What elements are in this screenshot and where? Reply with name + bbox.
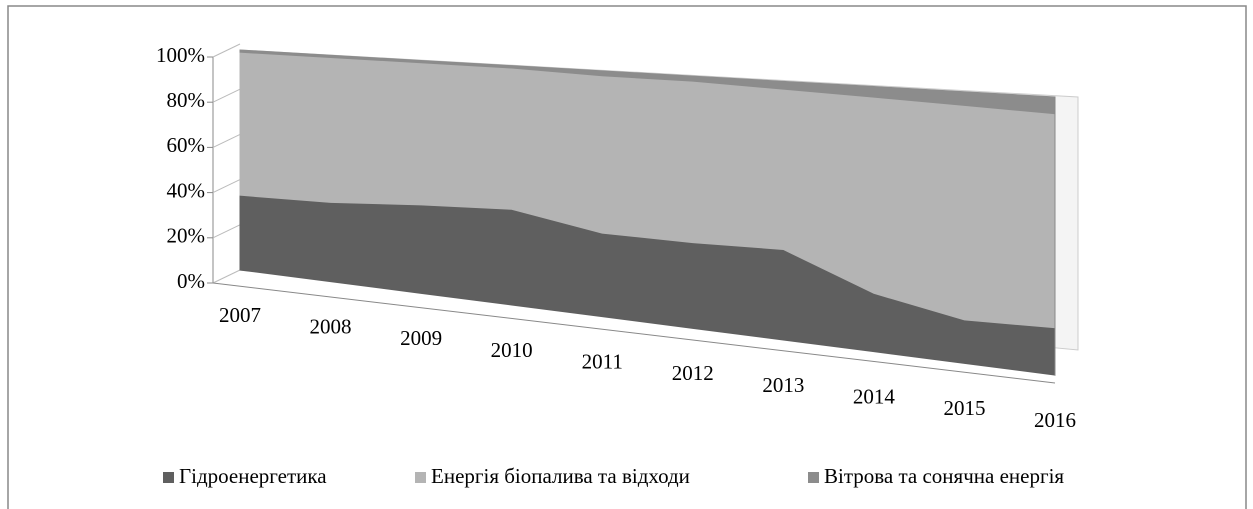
x-tick-label: 2013	[762, 373, 804, 397]
legend-swatch	[163, 472, 174, 483]
x-tick-label: 2009	[400, 326, 442, 350]
depth-line	[212, 179, 241, 194]
depth-line	[212, 88, 241, 103]
y-tick-label: 40%	[167, 178, 206, 202]
depth-line	[212, 224, 241, 239]
x-tick-label: 2012	[672, 361, 714, 385]
legend-label: Вітрова та сонячна енергія	[824, 464, 1064, 488]
legend-label: Гідроенергетика	[179, 464, 327, 488]
y-tick-label: 80%	[167, 88, 206, 112]
legend-swatch	[415, 472, 426, 483]
x-tick-label: 2011	[582, 349, 623, 373]
x-tick-label: 2008	[310, 314, 352, 338]
x-tick-label: 2007	[219, 303, 261, 327]
x-axis	[212, 282, 1056, 384]
y-tick-label: 0%	[177, 269, 205, 293]
y-tick-label: 60%	[167, 133, 206, 157]
y-tick-label: 100%	[156, 43, 205, 67]
x-tick-label: 2014	[853, 384, 896, 408]
depth-line	[212, 269, 241, 284]
x-tick-label: 2016	[1034, 408, 1076, 432]
depth-line	[212, 43, 241, 58]
y-tick-label: 20%	[167, 224, 206, 248]
depth-line	[212, 133, 241, 148]
x-tick-label: 2015	[943, 396, 985, 420]
legend-label: Енергія біопалива та відходи	[431, 464, 690, 488]
x-tick-label: 2010	[491, 338, 533, 362]
legend-swatch	[808, 472, 819, 483]
